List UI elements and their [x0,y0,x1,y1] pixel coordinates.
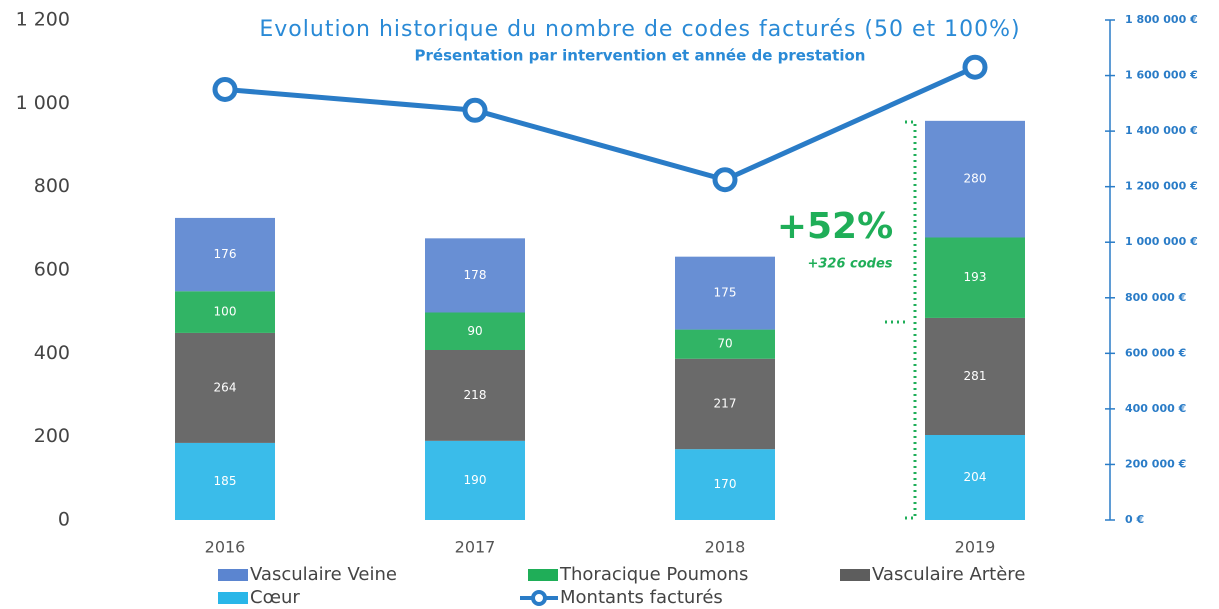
data-label: 281 [964,369,987,383]
data-label: 170 [714,477,737,491]
y-tick-label: 1 000 [16,92,70,114]
bar-segment [175,442,275,520]
data-label: 204 [964,470,987,484]
data-label: 280 [964,172,987,186]
x-tick-label: 2018 [705,538,746,557]
chart-title: Evolution historique du nombre de codes … [259,17,1020,42]
y2-tick-label: 200 000 € [1125,457,1186,470]
data-label: 176 [214,247,237,261]
line-marker [962,54,988,80]
legend-label: Montants facturés [560,587,723,608]
data-label: 264 [214,380,237,394]
x-tick-label: 2019 [955,538,996,557]
line-marker [462,97,488,123]
data-label: 190 [464,473,487,487]
chart-subtitle: Présentation par intervention et année d… [415,47,866,65]
y2-tick-label: 1 800 000 € [1125,13,1198,26]
bar-segment [925,120,1025,238]
bar-segment [425,312,525,350]
bar-segment [175,332,275,443]
legend-marker [531,590,547,606]
data-label: 175 [714,286,737,300]
y2-tick-label: 1 200 000 € [1125,180,1198,193]
y-tick-label: 1 200 [16,9,70,31]
x-tick-label: 2017 [455,538,496,557]
annotation: +326 codes [807,257,892,272]
y2-tick-label: 0 € [1125,513,1144,526]
bar-segment [675,256,775,330]
data-label: 185 [214,474,237,488]
y2-tick-label: 1 400 000 € [1125,124,1198,137]
data-label: 90 [467,324,482,338]
legend-label: Vasculaire Artère [872,564,1025,585]
y-tick-label: 800 [34,175,70,197]
bar-segment [175,291,275,333]
legend-label: Vasculaire Veine [250,564,397,585]
bracket [905,120,917,520]
bar-segment [925,237,1025,318]
bar-segment [675,358,775,450]
bar-segment [425,238,525,313]
line-marker [712,167,738,193]
y-tick-label: 200 [34,425,70,447]
y2-tick-label: 1 000 000 € [1125,235,1198,248]
bar-segment [675,329,775,359]
y2-tick-label: 400 000 € [1125,402,1186,415]
data-label: 178 [464,268,487,282]
legend-label: Thoracique Poumons [559,564,748,585]
data-label: 218 [464,388,487,402]
bar-segment [925,317,1025,435]
line [224,64,977,183]
y-tick-label: 0 [58,509,70,531]
annotation: +52% [777,206,893,247]
bar-segment [175,217,275,292]
legend-swatch [840,569,870,581]
legend-swatch [218,569,248,581]
legend-swatch [528,569,558,581]
legend-swatch [218,592,248,604]
line-marker [212,76,238,102]
data-label: 193 [964,270,987,284]
y-tick-label: 400 [34,342,70,364]
bar-segment [425,440,525,520]
data-label: 70 [717,337,732,351]
bar-segment [425,350,525,441]
bar-segment [675,449,775,520]
y-tick-label: 600 [34,259,70,281]
data-label: 217 [714,396,737,410]
x-tick-label: 2016 [205,538,246,557]
y2-tick-label: 1 600 000 € [1125,69,1198,82]
data-label: 100 [214,305,237,319]
y2-tick-label: 800 000 € [1125,291,1186,304]
legend-label: Cœur [250,587,300,608]
y2-tick-label: 600 000 € [1125,346,1186,359]
bar-segment [925,435,1025,520]
